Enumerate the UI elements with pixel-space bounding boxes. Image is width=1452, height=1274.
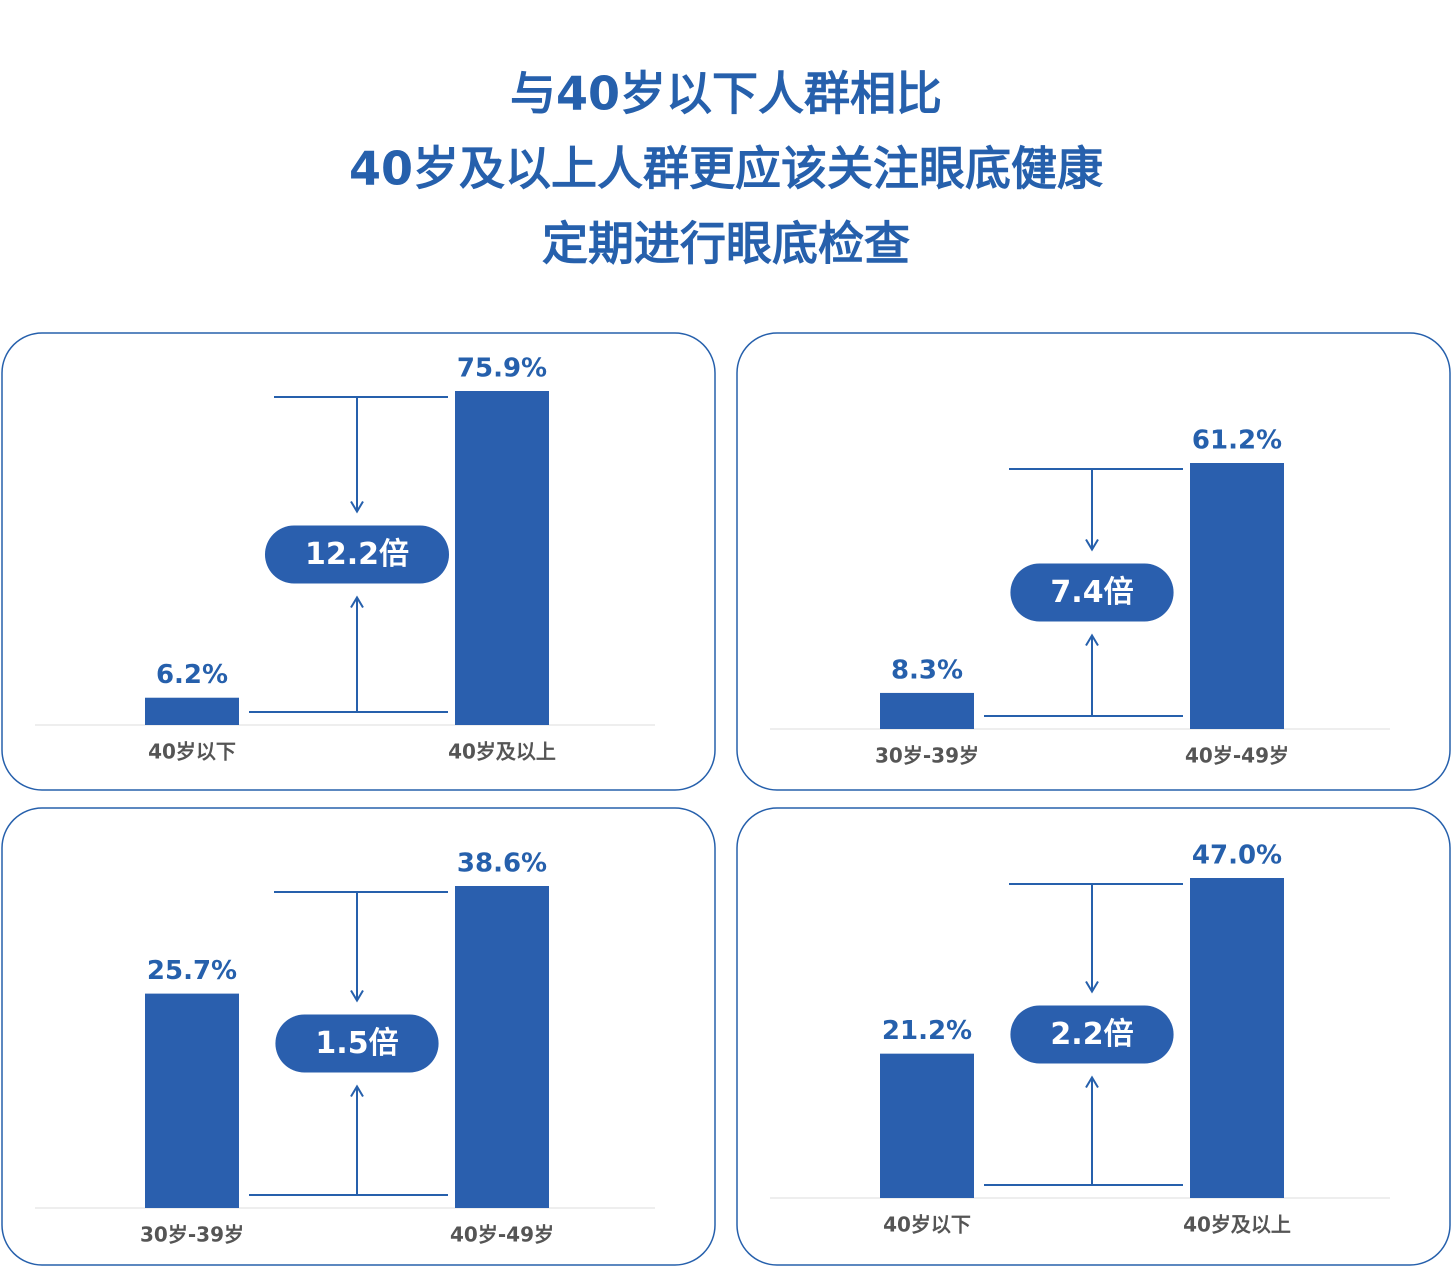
title-line: 40岁及以上人群更应该关注眼底健康 <box>349 142 1103 196</box>
category-label: 40岁以下 <box>883 1213 971 1237</box>
value-label: 25.7% <box>147 956 237 986</box>
title-line: 定期进行眼底检查 <box>542 217 910 271</box>
title-line: 与40岁以下人群相比 <box>510 67 942 121</box>
value-label: 8.3% <box>891 655 963 685</box>
category-label: 40岁及以上 <box>1183 1213 1291 1237</box>
arrow-head <box>350 595 364 609</box>
ratio-label: 12.2倍 <box>305 537 409 572</box>
value-label: 38.6% <box>457 849 547 879</box>
category-label: 30岁-39岁 <box>875 744 979 768</box>
bar <box>145 993 239 1208</box>
arrow-head <box>350 500 364 514</box>
arrow-head <box>1085 980 1099 994</box>
ratio-pill <box>264 525 450 584</box>
category-label: 40岁-49岁 <box>1185 744 1289 768</box>
category-label: 30岁-39岁 <box>140 1223 244 1247</box>
arrow-head <box>1085 1075 1099 1089</box>
ratio-label: 1.5倍 <box>315 1026 398 1061</box>
bar <box>1190 463 1284 729</box>
bar <box>455 391 549 725</box>
bar <box>1190 878 1284 1198</box>
value-label: 21.2% <box>882 1016 972 1046</box>
bar <box>145 697 239 725</box>
bar <box>880 1053 974 1198</box>
bar <box>455 886 549 1208</box>
value-label: 6.2% <box>156 660 228 690</box>
chart-panel: 6.2% 40岁以下 75.9% 40岁及以上 12.2倍 <box>1 332 716 791</box>
value-label: 61.2% <box>1192 426 1282 456</box>
chart-panel: 25.7% 30岁-39岁 38.6% 40岁-49岁 1.5倍 <box>1 807 716 1266</box>
chart-panel: 8.3% 30岁-39岁 61.2% 40岁-49岁 7.4倍 <box>736 332 1451 791</box>
ratio-pill <box>275 1014 439 1073</box>
ratio-label: 2.2倍 <box>1050 1017 1133 1052</box>
value-label: 47.0% <box>1192 841 1282 871</box>
category-label: 40岁以下 <box>148 740 236 764</box>
category-label: 40岁及以上 <box>448 740 556 764</box>
arrow-head <box>350 989 364 1003</box>
ratio-pill <box>1010 563 1174 622</box>
arrow-head <box>1085 538 1099 552</box>
value-label: 75.9% <box>457 354 547 384</box>
chart-panel: 21.2% 40岁以下 47.0% 40岁及以上 2.2倍 <box>736 807 1451 1266</box>
panel-frame <box>736 332 1451 791</box>
arrow-head <box>1085 633 1099 647</box>
category-label: 40岁-49岁 <box>450 1223 554 1247</box>
arrow-head <box>350 1084 364 1098</box>
ratio-label: 7.4倍 <box>1050 575 1133 610</box>
bar <box>880 692 974 729</box>
ratio-pill <box>1010 1005 1174 1064</box>
